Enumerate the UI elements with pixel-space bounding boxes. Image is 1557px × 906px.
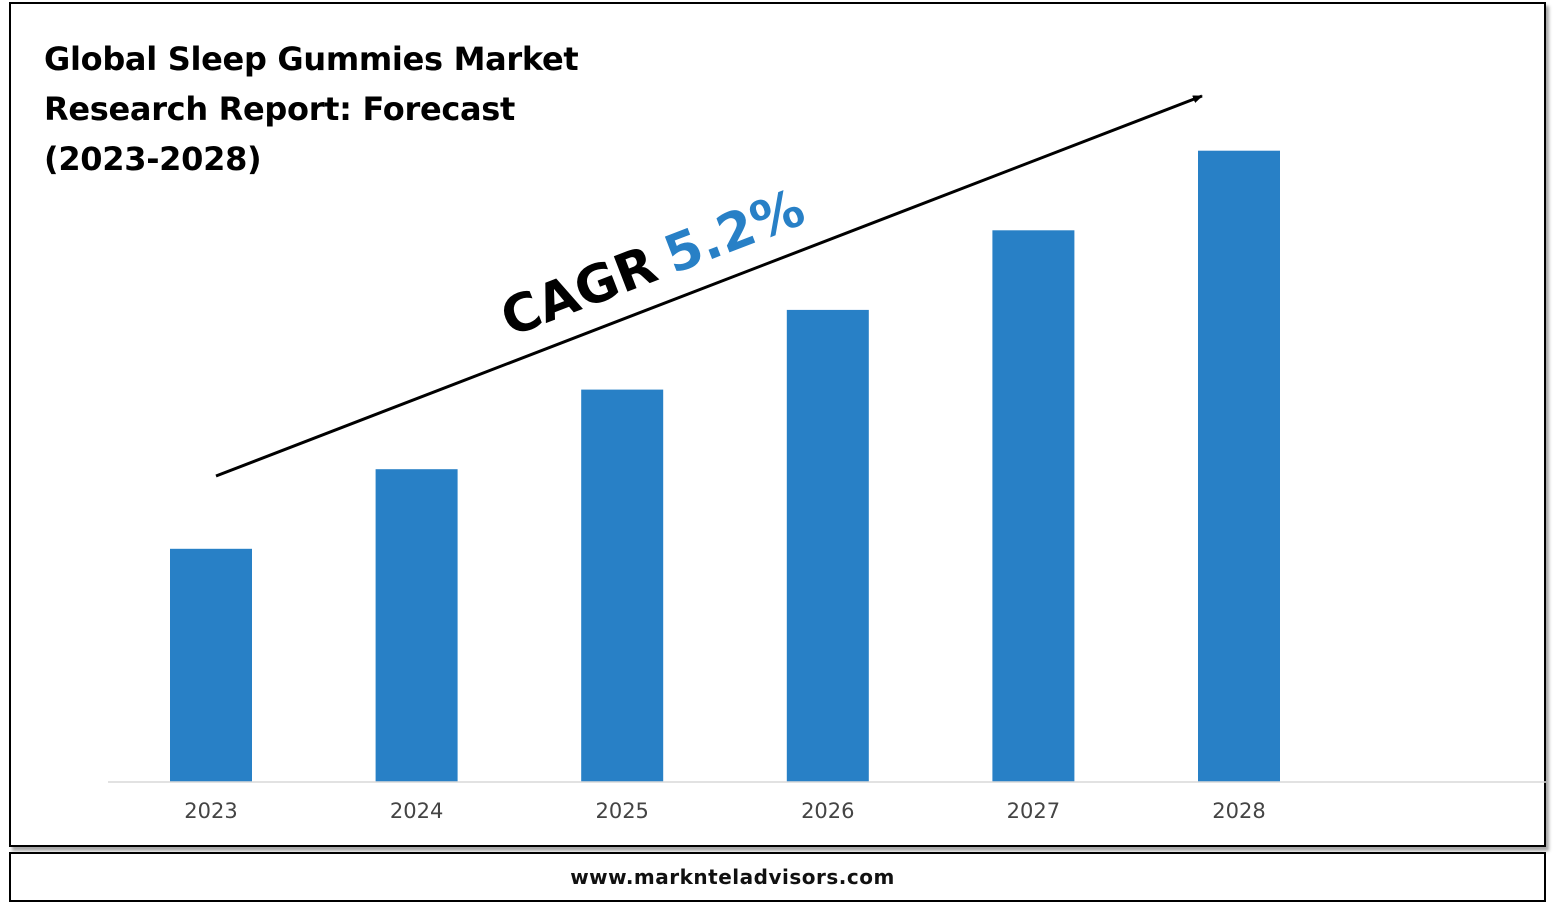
bar-2023 <box>170 548 252 782</box>
bar-2024 <box>375 469 458 782</box>
x-tick-label-2027: 2027 <box>1007 799 1060 823</box>
x-tick-label-2026: 2026 <box>801 799 854 823</box>
bars-group <box>170 150 1280 783</box>
bar-2027 <box>992 230 1075 783</box>
x-tick-label-2024: 2024 <box>390 799 443 823</box>
bar-2026 <box>786 309 869 782</box>
chart-title: Global Sleep Gummies Market Research Rep… <box>44 40 579 178</box>
x-tick-label-2023: 2023 <box>184 799 237 823</box>
x-tick-label-2028: 2028 <box>1212 799 1265 823</box>
bar-2028 <box>1198 150 1280 782</box>
x-tick-label-2025: 2025 <box>595 799 648 823</box>
cagr-trend-arrow <box>215 94 1203 478</box>
footer-website-link[interactable]: www.marknteladvisors.com <box>570 865 895 889</box>
cagr-value: 5.2% <box>656 178 812 286</box>
chart-frame <box>9 2 1546 847</box>
cagr-label: CAGR <box>493 235 665 349</box>
x-tick-labels: 2023 2024 2025 2026 2027 2028 <box>184 799 1265 823</box>
footer: www.marknteladvisors.com <box>9 852 1546 902</box>
bar-2025 <box>581 389 664 782</box>
